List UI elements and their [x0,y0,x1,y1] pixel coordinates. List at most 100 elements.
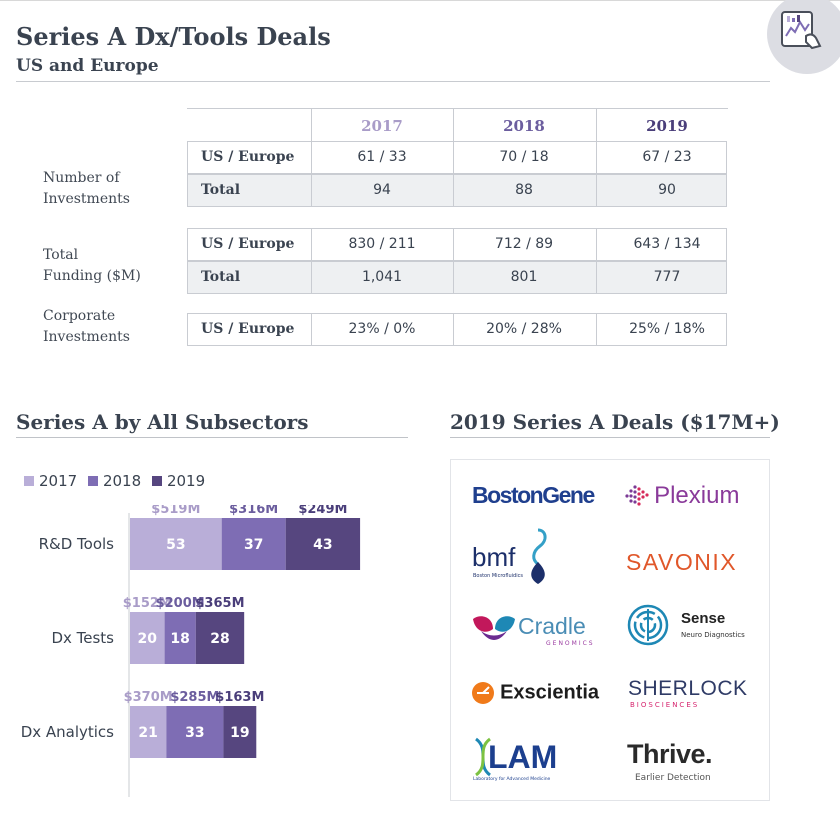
table-cell: 67 / 23 [642,149,692,165]
table-cell: 88 [515,182,533,198]
cradle-petal-icon [473,616,515,640]
deal-logo-panel: BostonGene Plexium bmf Boston Microfluid… [450,459,770,801]
bar-segment [195,612,245,664]
dna-helix-icon [474,737,492,777]
category-label: Dx Tests [51,629,114,647]
bar-value-label: 18 [170,631,189,647]
category-label: R&D Tools [39,535,115,553]
lam-logo: LAM Laboratory for Advanced Medicine [473,737,558,782]
funding-label: $152M [123,596,172,611]
subsector-stacked-bar-chart: R&D Tools 53 $519M 37 $316M 43 $249M Dx Tests 20… [21,505,361,797]
plexium-dots-icon [625,485,649,506]
sense-fingerprint-icon [627,604,669,646]
subsectors-section-title: Series A by All Subsectors [16,410,309,434]
category-label: Dx Analytics [21,723,114,741]
funding-label: $370M [124,690,173,705]
bar-segment [130,518,222,570]
table-cell: 94 [373,182,391,198]
year-header-2017: 2017 [361,117,403,135]
savonix-logo: SAVONIX [626,549,738,575]
table-gridline [453,108,454,141]
row-group-label: Total Funding ($M) [43,247,141,284]
table-cell: 830 / 211 [348,236,416,252]
page-title: Series A Dx/Tools Deals [16,22,331,51]
year-header-2019: 2019 [646,117,688,135]
table-gridline [311,108,312,141]
bar-value-label: 37 [244,537,263,553]
bar-value-label: 53 [166,537,185,553]
funding-label: $316M [229,505,278,517]
table-row: Total 94 88 90 [187,174,727,207]
bar-value-label: 28 [210,631,229,647]
funding-label: $365M [195,596,244,611]
plexium-logo: Plexium [623,482,739,510]
table-cell: 70 / 18 [499,149,549,165]
table-cell: 20% / 28% [486,321,562,337]
table-cell: 801 [510,269,538,285]
row-group-label: Number of Investments [43,170,130,207]
row-header: US / Europe [201,149,295,165]
row-header: Total [201,182,241,198]
row-header: US / Europe [201,321,295,337]
bar-value-label: 20 [138,631,158,647]
funding-label: $249M [298,505,347,517]
bar-value-label: 43 [313,537,332,553]
top-border [0,0,840,1]
legend-swatch [24,476,34,486]
deals-section-title: 2019 Series A Deals ($17M+) [450,410,780,434]
legend-swatch [87,476,98,486]
table-cell: 90 [658,182,676,198]
legend-item: 2018 [87,472,141,490]
bar-value-label: 21 [138,725,157,741]
bar-segment [223,706,257,758]
bmf-logo: bmf Boston Microfluidics [472,528,582,588]
section-divider [16,437,408,438]
bar-segment [164,612,196,664]
bostongene-logo: BostonGene [472,482,595,508]
row-header: US / Europe [201,236,295,252]
table-cell: 25% / 18% [629,321,705,337]
title-divider [16,81,770,82]
legend-item: 2017 [24,472,77,490]
funding-label: $519M [151,505,200,517]
year-header-2018: 2018 [503,117,545,135]
table-row: US / Europe 61 / 33 70 / 18 67 / 23 [187,141,727,174]
funding-label: $200M [156,596,205,611]
table-cell: 643 / 134 [633,236,701,252]
row-group-label: Corporate Investments [43,308,130,345]
table-cell: 61 / 33 [357,149,407,165]
bmf-drop-icon [531,528,547,584]
table-row: Total 1,041 801 777 [187,261,727,294]
page-subtitle: US and Europe [16,56,159,76]
sherlock-biosciences-logo: SHERLOCK BIOSCIENCES [628,677,748,709]
table-gridline [187,108,728,109]
table-cell: 1,041 [361,269,403,285]
table-cell: 777 [653,269,681,285]
bar-segment [285,518,361,570]
table-row: US / Europe 23% / 0% 20% / 28% 25% / 18% [187,313,727,346]
table-gridline [596,108,597,141]
table-cell: 712 / 89 [494,236,554,252]
thrive-logo: Thrive. Earlier Detection [627,739,713,783]
bar-segment [166,706,224,758]
row-header: Total [201,269,241,285]
funding-label: $163M [215,690,264,705]
table-cell: 23% / 0% [348,321,416,337]
section-divider [450,437,770,438]
analytics-tablet-icon [781,11,822,50]
exscientia-circle-icon [472,682,494,704]
bar-segment [130,612,165,664]
table-row: US / Europe 830 / 211 712 / 89 643 / 134 [187,228,727,261]
report-badge [767,0,840,74]
bar-value-label: 33 [185,725,204,741]
chart-legend: 2017 2018 2019 [24,472,211,490]
legend-item: 2019 [151,472,205,490]
exscientia-logo: Exscientia [471,681,599,705]
bar-value-label: 19 [230,725,249,741]
legend-swatch [151,476,162,486]
bar-segment [130,706,167,758]
funding-label: $285M [170,690,219,705]
bar-segment [221,518,286,570]
sense-neuro-logo: Sense Neuro Diagnostics [626,603,761,653]
cradle-genomics-logo: Cradle GENOMICS [471,609,601,649]
